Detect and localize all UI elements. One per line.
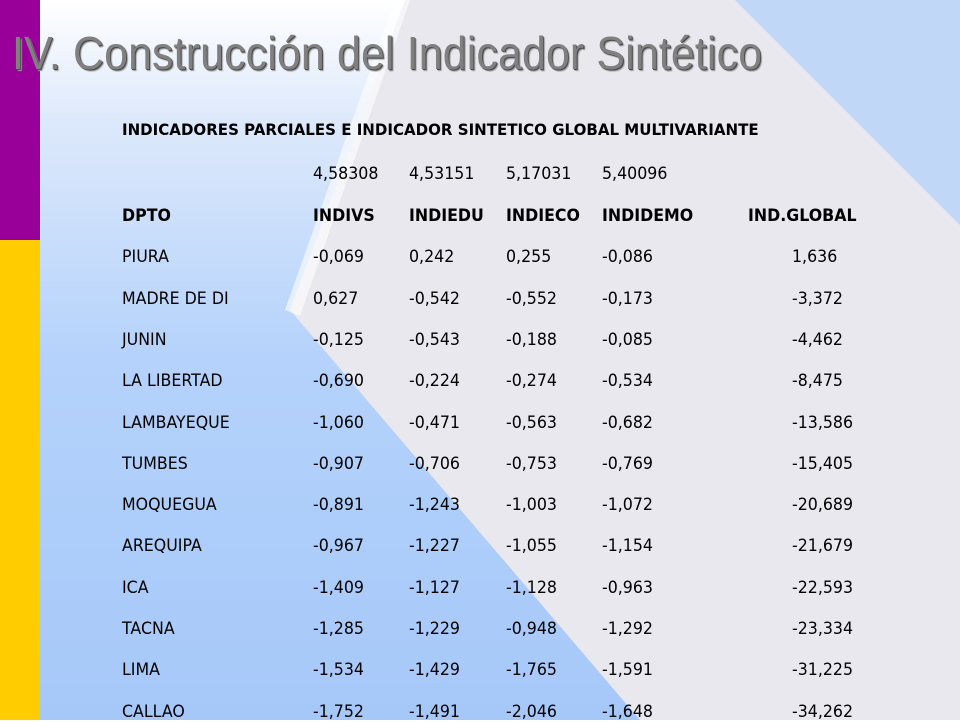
table-cell: -0,085 <box>602 330 653 350</box>
table-cell: -8,475 <box>792 371 843 391</box>
department-name: TUMBES <box>122 454 188 474</box>
table-cell: -3,372 <box>792 289 843 309</box>
department-name: LA LIBERTAD <box>122 371 223 391</box>
table-cell: -1,072 <box>602 495 653 515</box>
table-cell: -0,948 <box>506 619 557 639</box>
slide-title: IV. Construcción del Indicador Sintético <box>12 27 763 79</box>
table-cell: -1,752 <box>313 702 364 722</box>
left-accent-bar-yellow <box>0 240 40 720</box>
table-cell: -22,593 <box>792 578 854 598</box>
column-header: INDIECO <box>506 206 580 226</box>
table-cell: -1,292 <box>602 619 653 639</box>
table-cell: -0,967 <box>313 536 364 556</box>
department-name: MOQUEGUA <box>122 495 217 515</box>
table-cell: -0,188 <box>506 330 557 350</box>
table-cell: 0,242 <box>409 247 455 267</box>
table-cell: -0,224 <box>409 371 460 391</box>
department-name: AREQUIPA <box>122 536 202 556</box>
table-cell: -0,706 <box>409 454 460 474</box>
table-cell: -0,086 <box>602 247 653 267</box>
table-cell: -20,689 <box>792 495 854 515</box>
department-name: MADRE DE DI <box>122 289 229 309</box>
table-cell: -0,173 <box>602 289 653 309</box>
table-cell: -31,225 <box>792 660 854 680</box>
table-cell: -0,543 <box>409 330 460 350</box>
table-cell: -1,128 <box>506 578 557 598</box>
table-cell: -0,534 <box>602 371 653 391</box>
department-name: CALLAO <box>122 702 185 722</box>
table-cell: -0,690 <box>313 371 364 391</box>
table-cell: -1,127 <box>409 578 460 598</box>
table-cell: -1,227 <box>409 536 460 556</box>
table-cell: -0,542 <box>409 289 460 309</box>
left-accent-bar-purple <box>0 0 40 240</box>
table-cell: -1,409 <box>313 578 364 598</box>
table-cell: 0,627 <box>313 289 359 309</box>
table-cell: -1,429 <box>409 660 460 680</box>
table-cell: -0,069 <box>313 247 364 267</box>
table-cell: 1,636 <box>792 247 838 267</box>
column-header: DPTO <box>122 206 171 226</box>
table-cell: -1,243 <box>409 495 460 515</box>
table-cell: -0,563 <box>506 413 557 433</box>
table-cell: -1,229 <box>409 619 460 639</box>
table-cell: -2,046 <box>506 702 557 722</box>
table-cell: -0,125 <box>313 330 364 350</box>
table-cell: -4,462 <box>792 330 843 350</box>
department-name: LAMBAYEQUE <box>122 413 230 433</box>
column-header: INDIDEMO <box>602 206 694 226</box>
table-cell: -1,534 <box>313 660 364 680</box>
department-name: PIURA <box>122 247 169 267</box>
department-name: JUNIN <box>122 330 167 350</box>
table-cell: -1,060 <box>313 413 364 433</box>
table-cell: 0,255 <box>506 247 552 267</box>
table-title: INDICADORES PARCIALES E INDICADOR SINTET… <box>122 120 759 139</box>
department-name: ICA <box>122 578 149 598</box>
column-header: IND.GLOBAL <box>748 206 857 226</box>
table-cell: -1,003 <box>506 495 557 515</box>
weight-value: 4,53151 <box>409 164 475 184</box>
table-cell: -1,765 <box>506 660 557 680</box>
department-name: TACNA <box>122 619 175 639</box>
table-cell: -0,274 <box>506 371 557 391</box>
table-cell: -0,769 <box>602 454 653 474</box>
table-cell: -0,907 <box>313 454 364 474</box>
table-cell: -23,334 <box>792 619 854 639</box>
weight-value: 5,17031 <box>506 164 572 184</box>
table-cell: -1,591 <box>602 660 653 680</box>
table-cell: -0,471 <box>409 413 460 433</box>
table-cell: -0,963 <box>602 578 653 598</box>
table-cell: -34,262 <box>792 702 854 722</box>
column-header: INDIEDU <box>409 206 484 226</box>
table-cell: -1,491 <box>409 702 460 722</box>
table-cell: -0,552 <box>506 289 557 309</box>
table-cell: -13,586 <box>792 413 854 433</box>
department-name: LIMA <box>122 660 160 680</box>
table-cell: -1,285 <box>313 619 364 639</box>
column-header: INDIVS <box>313 206 375 226</box>
table-cell: -15,405 <box>792 454 854 474</box>
weight-value: 4,58308 <box>313 164 379 184</box>
table-cell: -1,154 <box>602 536 653 556</box>
table-cell: -21,679 <box>792 536 854 556</box>
weight-value: 5,40096 <box>602 164 668 184</box>
table-cell: -0,891 <box>313 495 364 515</box>
table-cell: -0,753 <box>506 454 557 474</box>
table-cell: -1,055 <box>506 536 557 556</box>
table-cell: -0,682 <box>602 413 653 433</box>
table-cell: -1,648 <box>602 702 653 722</box>
